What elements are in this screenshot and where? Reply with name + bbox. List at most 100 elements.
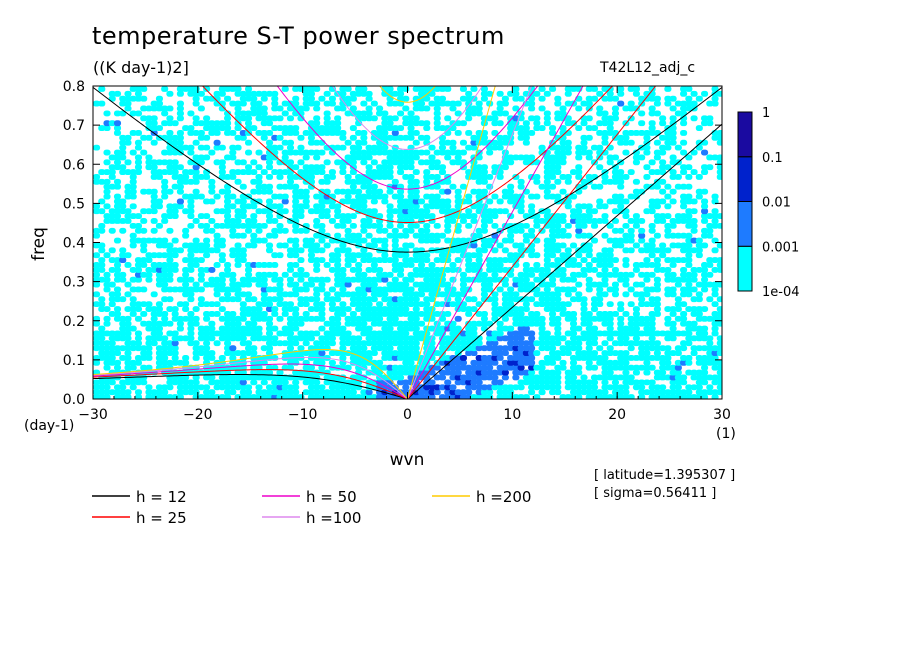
heat-cell	[161, 218, 169, 224]
heat-cell	[549, 125, 557, 131]
heat-cell	[140, 354, 148, 361]
heat-cell	[307, 379, 315, 386]
heat-cell	[239, 203, 247, 210]
heat-cell	[533, 286, 541, 293]
heat-cell	[318, 325, 326, 332]
heat-cell	[218, 169, 226, 176]
heat-cell	[407, 183, 415, 190]
heat-cell	[606, 95, 614, 102]
heat-cell	[701, 213, 709, 220]
heat-cell	[145, 301, 153, 308]
heat-cell	[632, 222, 640, 229]
heat-cell	[522, 281, 530, 288]
heat-cell	[559, 252, 567, 259]
heat-cell	[166, 257, 174, 264]
rossby-curve-50	[93, 363, 408, 399]
heat-cell	[711, 286, 719, 293]
heat-cell	[229, 174, 237, 180]
heat-cell	[507, 325, 515, 332]
heat-cell	[239, 183, 247, 190]
heat-cell	[543, 154, 551, 161]
heat-cell	[302, 149, 310, 156]
heat-cell	[203, 325, 211, 332]
heat-cell	[465, 257, 473, 264]
heat-cell	[669, 134, 677, 141]
heat-cell	[648, 130, 656, 136]
heat-cell	[360, 330, 368, 337]
heat-cell	[334, 144, 342, 151]
heat-cell	[255, 188, 263, 195]
heat-cell	[685, 384, 693, 391]
heat-cell	[580, 100, 588, 107]
heat-cell	[192, 218, 200, 224]
heat-cell	[716, 389, 722, 396]
heat-cell	[648, 325, 656, 332]
heat-cell	[417, 232, 426, 239]
heat-cell	[601, 203, 609, 210]
heat-cell	[454, 149, 462, 156]
heat-cell	[491, 374, 499, 381]
heat-cell	[622, 350, 630, 356]
heat-cell	[150, 100, 158, 107]
heat-cell	[98, 227, 106, 234]
heat-cell	[454, 193, 462, 200]
heat-cell	[512, 257, 520, 264]
heat-cell	[412, 310, 420, 317]
heat-cell	[292, 149, 300, 156]
heat-cell	[260, 110, 268, 117]
heat-cell	[669, 159, 677, 166]
heat-cell	[701, 149, 709, 156]
heat-cell	[276, 144, 284, 151]
heat-cell	[224, 310, 232, 317]
heat-cell	[292, 174, 300, 180]
heat-cell	[166, 203, 174, 210]
heat-cell	[292, 242, 300, 249]
heat-cell	[229, 130, 237, 136]
heat-cell	[554, 115, 562, 122]
heat-cell	[538, 325, 546, 332]
heat-cell	[119, 139, 127, 146]
heat-cell	[386, 257, 394, 264]
heat-cell	[234, 100, 242, 107]
heat-cell	[98, 296, 106, 303]
heat-cell	[119, 257, 127, 264]
heat-cell	[328, 144, 336, 151]
heat-cell	[370, 257, 378, 264]
heat-cell	[480, 315, 488, 322]
heat-cell	[685, 340, 693, 347]
heat-cell	[255, 115, 263, 122]
heat-cell	[653, 232, 661, 239]
heat-cell	[386, 100, 394, 107]
heat-cell	[522, 232, 530, 239]
heat-cell	[313, 340, 321, 347]
heat-cell	[93, 242, 101, 249]
heat-cell	[155, 252, 163, 259]
heat-cell	[245, 325, 253, 332]
heat-cell	[197, 130, 205, 136]
heat-cell	[245, 306, 253, 312]
heat-cell	[475, 110, 483, 117]
heat-cell	[449, 389, 457, 396]
heat-cell	[265, 345, 274, 352]
heat-cell	[454, 154, 462, 161]
heat-cell	[124, 262, 132, 268]
heat-cell	[648, 208, 656, 215]
heat-cell	[606, 125, 614, 131]
heat-cell	[528, 354, 536, 361]
heat-cell	[601, 266, 609, 273]
heat-cell	[255, 301, 263, 308]
heat-cell	[292, 379, 300, 386]
heat-cell	[276, 169, 284, 176]
heat-cell	[486, 90, 494, 97]
heat-cell	[250, 364, 258, 371]
heat-cell	[407, 134, 415, 141]
heat-cell	[564, 350, 572, 356]
heat-cell	[638, 281, 646, 288]
heat-cell	[617, 174, 625, 180]
heat-cell	[512, 105, 520, 112]
heat-cell	[465, 110, 473, 117]
heat-cell	[334, 315, 342, 322]
heat-cell	[611, 174, 619, 180]
heat-cell	[664, 100, 672, 107]
